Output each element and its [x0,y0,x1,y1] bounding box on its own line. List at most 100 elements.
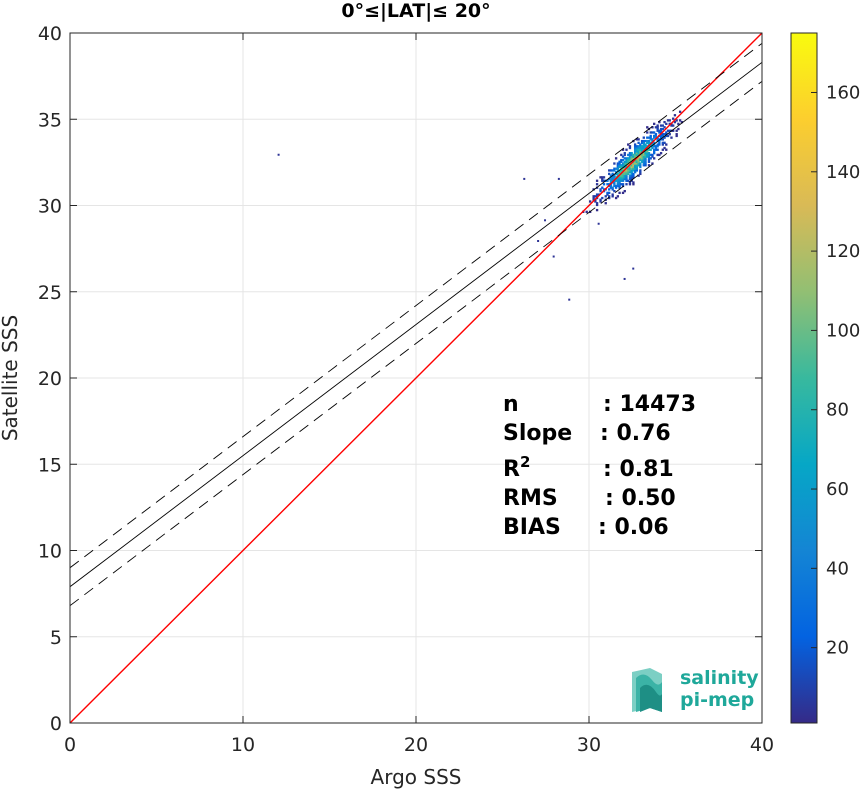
density-cell [649,148,652,151]
stat-value: : 0.76 [600,421,671,446]
density-cell [653,148,656,151]
density-cell [675,119,678,122]
density-cell [640,157,644,160]
density-cell [630,165,633,169]
density-cell [623,160,626,163]
density-cell [659,127,663,131]
density-cell [594,200,597,203]
density-cell [616,172,620,176]
density-cell [651,139,654,143]
density-cell [599,200,602,203]
density-cell [642,148,645,151]
density-cell [659,124,663,127]
density-cell [602,188,606,191]
density-cell [614,172,618,176]
density-cell [595,183,599,186]
density-cell [642,141,645,144]
density-cell [656,127,659,131]
density-cell [659,138,663,141]
density-cell [620,179,623,182]
density-cell [627,157,630,160]
density-cell [630,174,633,177]
density-cell [647,153,651,157]
density-cell [620,171,623,174]
density-cell [651,155,654,158]
colorbar-ticks: 20 40 60 80 100 120 140 160 [811,82,860,659]
density-cell [627,167,630,170]
density-cell [646,153,649,157]
density-outlier [552,255,555,258]
density-cell [613,177,616,181]
density-cell [656,124,659,127]
density-cell [661,127,664,131]
density-cell [632,174,635,177]
density-cell [642,158,645,162]
density-cell [644,150,647,153]
density-cell [625,177,628,181]
x-tick-label: 10 [231,734,255,756]
density-cell [613,181,616,184]
density-cell [633,164,637,167]
density-cell [620,153,623,157]
density-cell [632,176,635,179]
density-cell [630,153,633,157]
density-cell [616,164,620,167]
density-cell [635,165,639,169]
stat-value: : 0.81 [603,457,674,482]
density-cell [640,160,644,163]
density-cell [630,177,633,181]
density-cell [649,141,652,144]
density-cell [647,152,651,155]
density-outlier [523,177,526,180]
x-axis-label: Argo SSS [371,765,462,789]
density-cell [627,171,630,174]
density-cell [651,131,654,134]
density-cell [640,155,644,158]
density-cell [639,146,642,150]
density-cell [623,152,626,155]
density-cell [627,169,630,172]
density-cell [611,176,614,179]
y-tick-label: 20 [38,368,62,390]
density-cell [663,133,666,136]
density-cell [618,179,621,182]
density-cell [673,114,677,117]
density-cell [599,176,602,179]
density-cell [644,164,647,167]
density-cell [625,165,628,169]
density-cell [675,134,678,138]
density-cell [628,162,632,165]
density-cell [661,134,664,138]
density-cell [618,165,621,169]
density-cell [614,176,618,179]
density-cell [659,134,663,138]
density-cell [630,164,633,167]
density-cell [632,172,635,176]
density-cell [608,177,611,181]
density-cell [608,188,611,191]
density-cell [642,155,645,158]
density-cell [642,157,645,160]
density-cell [602,179,606,182]
density-cell [659,129,663,132]
density-cell [611,169,614,172]
density-cell [632,183,635,186]
density-cell [647,164,651,167]
density-cell [627,164,630,167]
colorbar-tick-label: 140 [826,162,860,183]
density-outlier [597,222,600,225]
density-cell [628,169,632,172]
density-cell [646,126,649,129]
density-cell [658,131,661,134]
density-cell [595,179,599,182]
density-cell [621,169,625,172]
density-cell [637,157,640,160]
density-cell [595,195,599,198]
y-tick-label: 35 [38,109,62,131]
density-cell [633,155,637,158]
density-cell [630,167,633,170]
density-cell [608,172,611,176]
density-cell [658,141,661,144]
density-cell [594,195,597,198]
density-cell [646,136,649,139]
